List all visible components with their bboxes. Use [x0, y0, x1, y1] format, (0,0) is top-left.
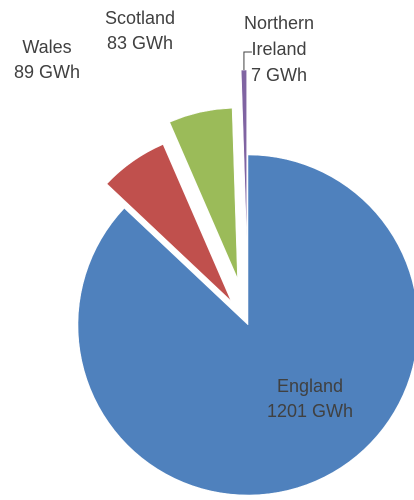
leader-line-northern-ireland — [243, 51, 252, 71]
data-label-line: Northern — [244, 13, 314, 33]
data-label-line: England — [277, 376, 343, 396]
data-label-scotland: Scotland 83 GWh — [105, 8, 175, 53]
data-label-line: Ireland — [251, 39, 306, 59]
data-label-line: 89 GWh — [14, 62, 80, 82]
data-label-line: Wales — [22, 37, 71, 57]
data-label-northern-ireland: Northern Ireland 7 GWh — [244, 13, 314, 85]
data-label-line: 1201 GWh — [267, 401, 353, 421]
data-label-england: England 1201 GWh — [267, 376, 353, 421]
pie-slice-england — [77, 154, 414, 496]
data-label-wales: Wales 89 GWh — [14, 37, 80, 82]
pie-slice-northern-ireland — [240, 69, 247, 241]
pie-slice-scotland — [169, 107, 238, 279]
data-label-line: 7 GWh — [251, 65, 307, 85]
data-label-line: 83 GWh — [107, 33, 173, 53]
data-label-line: Scotland — [105, 8, 175, 28]
pie-slice-wales — [106, 144, 231, 301]
